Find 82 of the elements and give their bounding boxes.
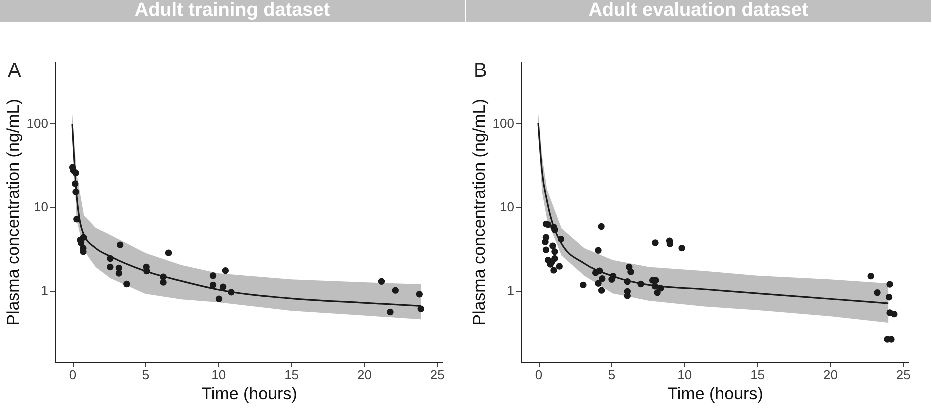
point <box>624 278 631 286</box>
point <box>72 180 79 188</box>
x-tick-label: 0 <box>69 368 77 382</box>
point <box>628 268 634 276</box>
y-tick-label: 10 <box>500 199 514 214</box>
point <box>116 242 124 248</box>
point <box>74 216 80 223</box>
x-tick-label: 25 <box>896 368 911 382</box>
x-axis-title: Time (hours) <box>668 384 764 404</box>
y-axis-title: Plasma concentration (ng/mL) <box>470 99 489 326</box>
x-tick-label: 10 <box>678 368 692 382</box>
x-axis-title: Time (hours) <box>202 384 298 404</box>
point <box>78 240 85 246</box>
chart-title: Adult evaluation dataset <box>466 0 931 22</box>
point <box>874 289 881 296</box>
y-tick-label: 10 <box>34 199 48 214</box>
point <box>72 188 80 196</box>
point <box>160 279 167 286</box>
point <box>107 264 114 271</box>
point <box>888 336 895 343</box>
x-tick-label: 20 <box>358 368 372 382</box>
point <box>580 282 587 289</box>
point <box>72 170 80 177</box>
point <box>596 268 604 274</box>
point <box>678 244 686 252</box>
point <box>228 289 235 296</box>
point <box>595 280 602 287</box>
point <box>216 296 223 302</box>
point <box>552 248 558 256</box>
point <box>542 238 549 246</box>
y-axis-title: Plasma concentration (ng/mL) <box>4 99 23 326</box>
point <box>222 268 230 274</box>
y-tick-label: 1 <box>41 283 48 298</box>
point <box>550 242 556 250</box>
point <box>552 255 558 262</box>
point <box>886 281 894 288</box>
chart-title: Adult training dataset <box>0 0 465 22</box>
point <box>165 250 172 257</box>
x-tick-label: 15 <box>750 368 766 382</box>
point <box>80 234 88 241</box>
y-tick-label: 1 <box>507 283 514 298</box>
point <box>416 291 424 298</box>
point <box>608 276 616 284</box>
point <box>624 292 631 300</box>
x-tick-label: 5 <box>142 368 150 382</box>
x-tick-label: 15 <box>284 368 300 382</box>
point <box>116 270 123 277</box>
x-tick-label: 0 <box>535 368 543 382</box>
point <box>210 282 217 289</box>
point <box>598 287 606 294</box>
point <box>392 287 399 294</box>
point <box>868 272 874 280</box>
text: B <box>474 60 488 83</box>
point <box>558 236 565 243</box>
point <box>550 267 558 274</box>
point <box>886 294 893 301</box>
point <box>598 223 605 230</box>
point <box>891 310 898 318</box>
text: A <box>8 60 22 83</box>
point <box>552 226 558 234</box>
point <box>652 283 659 290</box>
point <box>654 289 661 296</box>
point <box>418 306 424 312</box>
point <box>556 263 564 270</box>
point <box>387 308 394 316</box>
point <box>378 278 386 285</box>
point <box>595 247 602 254</box>
x-tick-label: 10 <box>212 368 226 382</box>
x-tick-label: 20 <box>824 368 838 382</box>
point <box>542 246 550 254</box>
point <box>220 284 227 290</box>
point <box>210 272 217 280</box>
x-tick-label: 5 <box>608 368 616 382</box>
point <box>107 255 114 262</box>
point <box>638 280 644 288</box>
y-tick-label: 100 <box>492 116 514 131</box>
point <box>124 280 130 288</box>
point <box>658 285 664 292</box>
x-tick-label: 25 <box>430 368 445 382</box>
point <box>652 240 659 246</box>
y-tick-label: 100 <box>26 116 48 131</box>
point <box>599 276 606 282</box>
